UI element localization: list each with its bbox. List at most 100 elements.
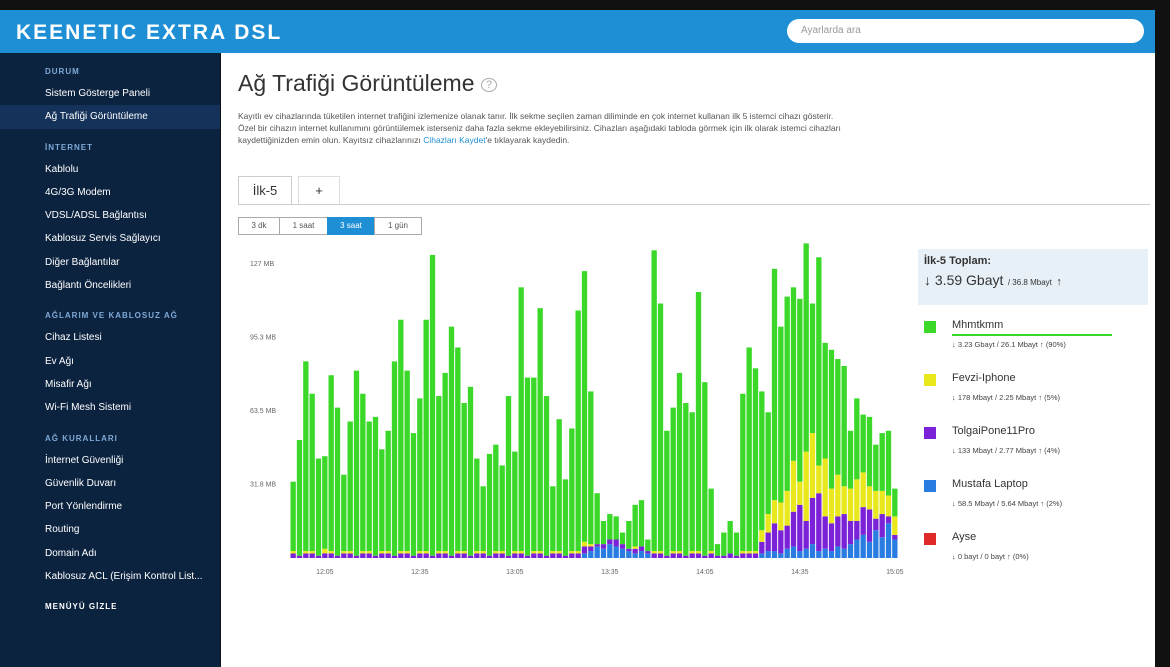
bar-segment xyxy=(474,553,480,558)
legend-swatch xyxy=(924,374,936,386)
bar-segment xyxy=(423,319,429,552)
bar-segment xyxy=(436,553,442,558)
bar-segment xyxy=(721,555,727,558)
menu-item[interactable]: Kablosuz Servis Sağlayıcı xyxy=(45,233,161,245)
menu-item[interactable]: İnternet Güvenliği xyxy=(45,454,124,466)
bar-segment xyxy=(746,551,752,554)
menu-item[interactable]: Wi-Fi Mesh Sistemi xyxy=(45,402,132,414)
bar-segment xyxy=(550,486,556,552)
page-title: Ağ Trafiği Görüntüleme ? xyxy=(238,70,498,97)
bar-segment xyxy=(575,310,581,552)
bar-segment xyxy=(702,382,708,556)
menu-item[interactable]: Bağlantı Öncelikleri xyxy=(45,280,132,292)
bar-segment xyxy=(708,551,714,554)
bar-segment xyxy=(689,553,695,558)
bar-segment xyxy=(303,361,309,552)
tab[interactable]: İlk-5 xyxy=(238,176,292,205)
bar-segment xyxy=(626,548,632,552)
bar-segment xyxy=(423,553,429,558)
bar-segment xyxy=(385,430,391,552)
bar-segment xyxy=(727,553,733,558)
bar-segment xyxy=(556,553,562,558)
bar-segment xyxy=(588,551,594,558)
time-button[interactable]: 1 gün xyxy=(374,217,422,235)
hide-menu[interactable]: MENÜYÜ GİZLE xyxy=(45,602,118,612)
menu-item[interactable]: Güvenlik Duvarı xyxy=(45,477,117,489)
chart: 31.8 MB 63.5 MB 95.3 MB 127 MB 12:05 12:35 13:… xyxy=(250,243,904,576)
bar-segment xyxy=(360,393,366,552)
menu-item[interactable]: Ev Ağı xyxy=(45,355,74,367)
bar-segment xyxy=(417,398,423,552)
menu-item[interactable]: Kablolu xyxy=(45,163,79,175)
menu-item[interactable]: Diğer Bağlantılar xyxy=(45,256,120,268)
bar-segment xyxy=(404,551,410,554)
bar-segment xyxy=(828,488,835,524)
menu-item[interactable]: Sistem Gösterge Paneli xyxy=(45,88,151,99)
bar-segment xyxy=(410,555,417,558)
bar-segment xyxy=(436,396,442,552)
bar-segment xyxy=(790,460,797,512)
bar-segment xyxy=(828,523,835,552)
bar-segment xyxy=(765,551,771,558)
bar-segment xyxy=(600,520,607,545)
bar-segment xyxy=(315,458,322,556)
time-button[interactable]: 3 dk xyxy=(238,217,280,235)
bar-segment xyxy=(879,433,885,491)
bar-segment xyxy=(866,486,873,510)
bar-segment xyxy=(645,551,651,554)
menu-item[interactable]: 4G/3G Modem xyxy=(45,186,111,198)
legend-traffic: ↓ 133 Mbayt / 2.77 Mbayt ↑ (4%) xyxy=(952,446,1060,455)
menu-item[interactable]: Domain Adı xyxy=(45,547,97,559)
bar-segment xyxy=(866,541,873,558)
bar-segment xyxy=(537,551,543,554)
main xyxy=(221,53,1155,667)
legend-traffic: ↓ 58.5 Mbayt / 5.64 Mbayt ↑ (2%) xyxy=(952,499,1063,508)
bar-segment xyxy=(581,271,588,542)
register-link[interactable]: Cihazları Kaydet xyxy=(423,135,486,145)
y-tick-label: 95.3 MB xyxy=(250,334,276,341)
menu-item[interactable]: VDSL/ADSL Bağlantısı xyxy=(45,210,147,222)
usage-bar xyxy=(952,334,1112,336)
bar-segment xyxy=(385,551,391,554)
bar-segment xyxy=(417,551,423,554)
bar-segment xyxy=(676,372,683,552)
bar-segment xyxy=(474,458,480,552)
bar-segment xyxy=(360,553,366,558)
menu-item[interactable]: Routing xyxy=(45,524,80,536)
menu-item[interactable]: Ağ Trafiği Görüntüleme xyxy=(0,105,220,129)
menu-item[interactable]: Cihaz Listesi xyxy=(45,332,102,344)
menu-item[interactable]: Misafir Ağı xyxy=(45,378,92,390)
bar-segment xyxy=(759,391,765,531)
total-download: ↓ 3.59 Gbayt xyxy=(924,272,1004,288)
bar-segment xyxy=(499,553,505,558)
bar-segment xyxy=(822,458,828,517)
legend-header: İlk-5 Toplam: ↓ 3.59 Gbayt / 36.8 Mbayt … xyxy=(918,249,1148,305)
help-icon[interactable]: ? xyxy=(480,77,498,92)
time-button[interactable]: 1 saat xyxy=(279,217,328,235)
bar-segment xyxy=(518,287,524,552)
bar-segment xyxy=(619,548,626,558)
traffic-value: 0 bayt / 0 bayt xyxy=(957,552,1005,561)
menu-item[interactable]: Kablosuz ACL (Erişim Kontrol List... xyxy=(45,571,203,583)
bar-segment xyxy=(448,326,455,556)
bar-segment xyxy=(778,530,784,554)
bar-segment xyxy=(803,548,809,558)
bar-segment xyxy=(752,553,759,558)
time-button-active[interactable]: 3 saat xyxy=(327,217,375,235)
traffic-value: 58.5 Mbayt / 5.64 Mbayt xyxy=(957,499,1039,508)
bar-segment xyxy=(550,551,556,554)
bar-segment xyxy=(347,553,353,558)
bar-segment xyxy=(879,537,885,558)
bar-segment xyxy=(784,296,790,491)
traffic-share: (4%) xyxy=(1044,446,1060,455)
bar-segment xyxy=(290,481,296,552)
bar-segment xyxy=(594,544,600,547)
bar-segment xyxy=(600,548,607,558)
search-box[interactable]: Ayarlarda ara xyxy=(787,19,1144,43)
tab-add[interactable]: + xyxy=(298,176,340,205)
sidebar: DURUM Sistem Gösterge Paneli Ağ Trafiği Gö… xyxy=(0,53,220,667)
description: Kayıtlı ev cihazlarında tüketilen intern… xyxy=(238,110,848,146)
bar-segment xyxy=(784,525,790,549)
bar-segment xyxy=(303,551,309,554)
menu-item[interactable]: Port Yönlendirme xyxy=(45,501,123,513)
